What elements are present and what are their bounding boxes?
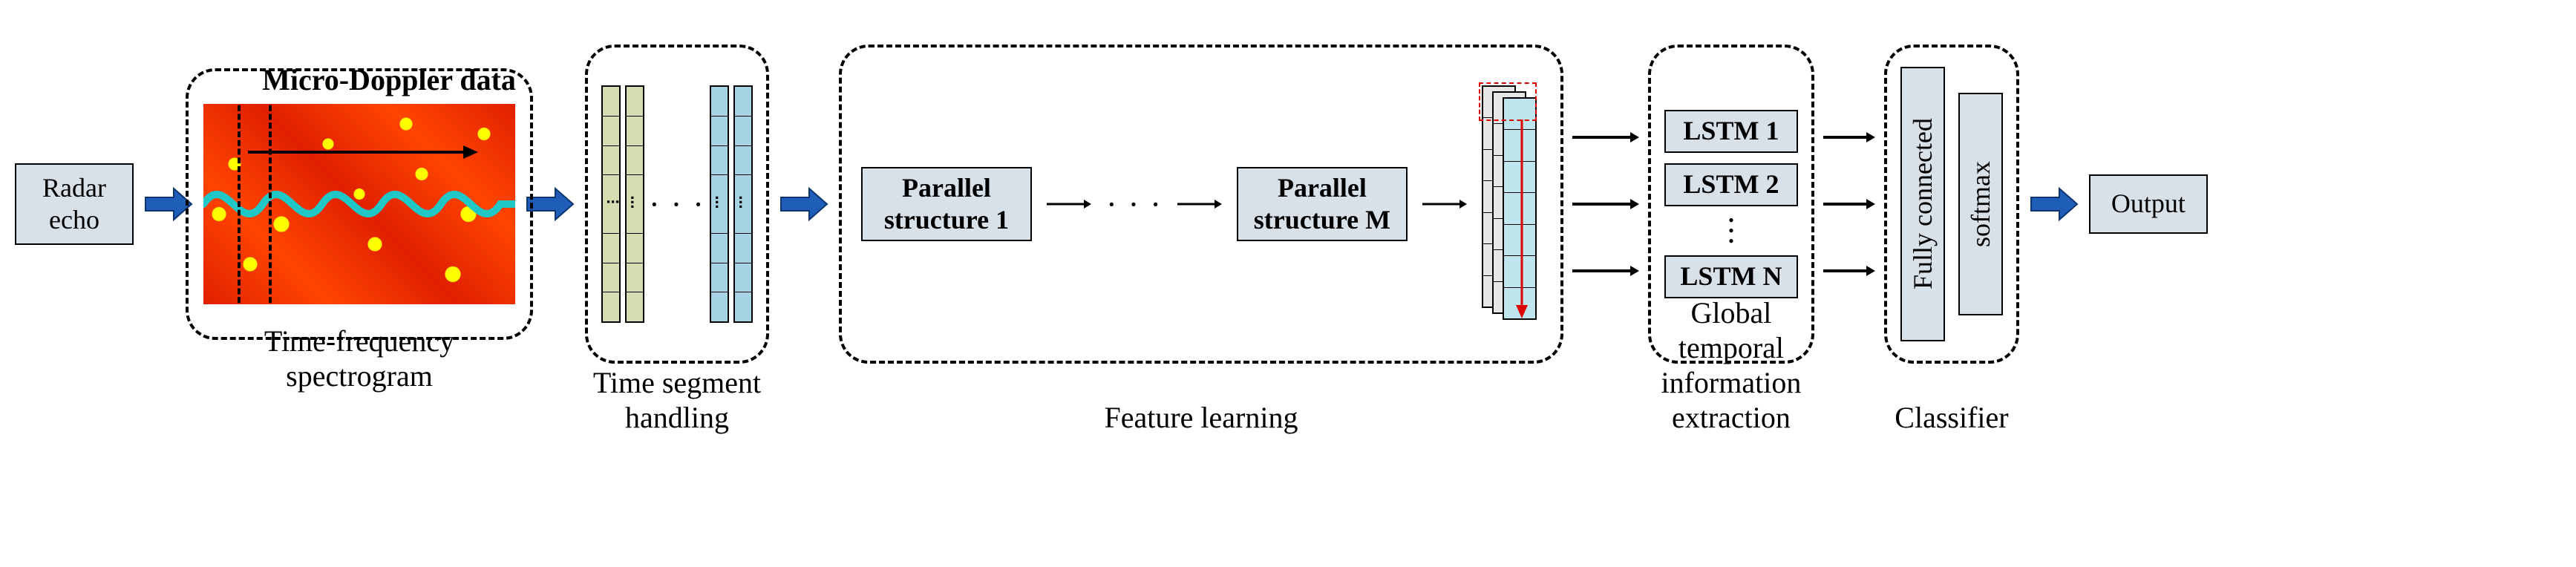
thin-arrow-icon [1823, 263, 1875, 278]
fanin-arrows [1823, 130, 1875, 278]
output-box: Output [2089, 174, 2208, 234]
micro-doppler-label: Micro-Doppler data [181, 62, 597, 97]
spectrogram-image [203, 104, 515, 304]
temporal-panel: LSTM 1 LSTM 2 ••• LSTM N Global temporal… [1648, 45, 1814, 364]
ellipsis-vertical-icon: ••• [1728, 217, 1734, 245]
feature-panel: Parallel structure 1 · · · Parallel stru… [839, 45, 1563, 364]
lstm-column: LSTM 1 LSTM 2 ••• LSTM N [1664, 110, 1798, 298]
segment-label: Time segment handling [588, 365, 766, 435]
thin-arrow-icon [1572, 130, 1639, 145]
segment-strip: ⠇ [733, 85, 753, 323]
parallel-structure-box: Parallel structure 1 [861, 167, 1032, 241]
arrow-icon [524, 186, 576, 223]
parallel-structure-box: Parallel structure M [1237, 167, 1408, 241]
temporal-label: Global temporal information extraction [1651, 295, 1811, 435]
thin-arrow-icon [1422, 197, 1467, 212]
ellipsis-icon: · · · [1106, 186, 1163, 223]
lstm-box: LSTM 2 [1664, 163, 1798, 206]
segment-strips-row: ⠇ ⠇ · · · ⠇ ⠇ [601, 85, 753, 323]
lstm-box: LSTM 1 [1664, 110, 1798, 153]
pipeline-row: Radar echo Micro-Doppler data Time-frequ… [15, 45, 2561, 364]
ellipsis-icon: · · · [649, 186, 705, 223]
feature-selection-marker [1479, 82, 1537, 121]
spectrogram-label: Time-frequency spectrogram [203, 324, 515, 393]
segment-strip: ⠇ [625, 85, 644, 323]
spectrogram-wrapper: Micro-Doppler data Time-frequency spectr… [203, 104, 515, 304]
thin-arrow-icon [1572, 263, 1639, 278]
time-slice-marker [238, 104, 272, 304]
fully-connected-box: Fully connected [1900, 67, 1945, 341]
arrow-icon [143, 186, 194, 223]
arrow-icon [2028, 186, 2080, 223]
segment-strip: ⠇ [710, 85, 729, 323]
classifier-label: Classifier [1887, 400, 2016, 435]
time-arrow-icon [248, 141, 478, 163]
dots-arrow-icon [1177, 197, 1222, 212]
thin-arrow-icon [1572, 197, 1639, 212]
segment-panel: ⠇ ⠇ · · · ⠇ ⠇ Time segment handling [585, 45, 769, 364]
feature-map-stack [1482, 85, 1541, 323]
fanout-arrows [1572, 130, 1639, 278]
feature-label: Feature learning [842, 400, 1560, 435]
feature-row: Parallel structure 1 · · · Parallel stru… [861, 85, 1541, 323]
thin-arrow-icon [1823, 130, 1875, 145]
lstm-box: LSTM N [1664, 255, 1798, 298]
thin-arrow-icon [1823, 197, 1875, 212]
classifier-panel: Fully connected softmax Classifier [1884, 45, 2019, 364]
red-arrow-icon [1511, 119, 1532, 320]
dots-arrow-icon [1047, 197, 1091, 212]
softmax-box: softmax [1958, 93, 2003, 315]
radar-echo-box: Radar echo [15, 163, 134, 245]
arrow-icon [778, 186, 830, 223]
segment-strip: ⠇ [601, 85, 621, 323]
